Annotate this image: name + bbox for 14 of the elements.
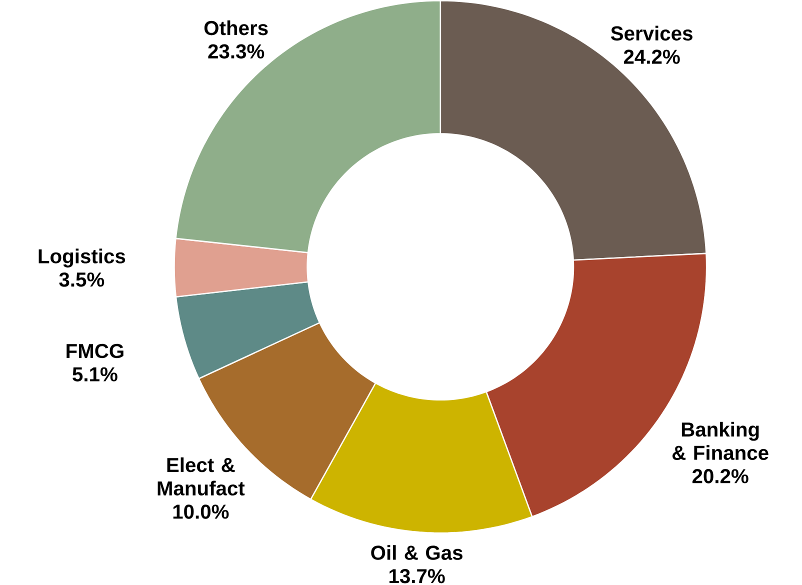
slice-label: Logistics	[38, 248, 126, 268]
data-label: 3.5%	[59, 272, 104, 287]
data-label: 24.2%	[624, 49, 680, 64]
slice-label: Services	[610, 26, 692, 40]
slice-label: Elect & Manufact	[158, 457, 245, 496]
data-label: 5.1%	[72, 367, 118, 382]
data-label: 23.3%	[208, 44, 264, 58]
slice-label: FMCG	[66, 344, 124, 358]
data-label: 13.7%	[389, 568, 445, 584]
data-label: 10.0%	[173, 504, 229, 519]
slice-label: Banking & Finance	[672, 422, 768, 460]
slice-label: Others	[204, 20, 268, 35]
data-label: 20.2%	[692, 468, 748, 484]
slice-label: Oil & Gas	[371, 544, 462, 560]
